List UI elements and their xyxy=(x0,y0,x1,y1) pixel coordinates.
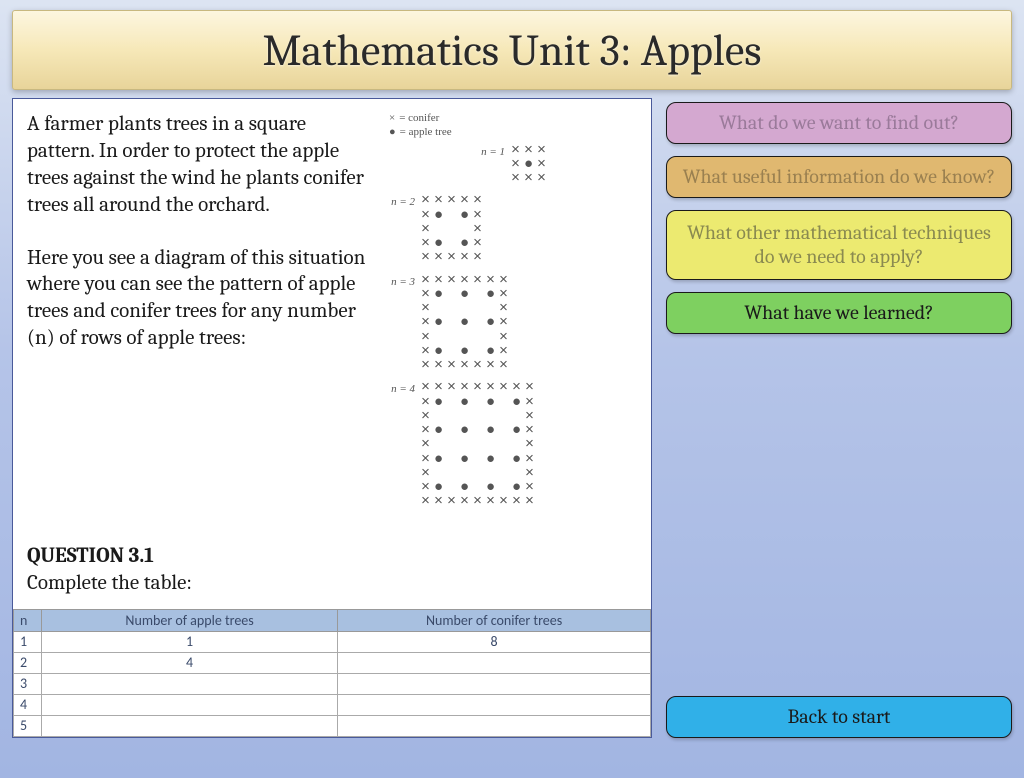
main-area: A farmer plants trees in a square patter… xyxy=(0,98,1024,738)
title-bar: Mathematics Unit 3: Apples xyxy=(12,10,1012,90)
diagram-legend: × = conifer ● = apple tree xyxy=(389,111,639,140)
table-cell: 5 xyxy=(14,716,42,737)
table-cell xyxy=(42,695,338,716)
table-row: 5 xyxy=(14,716,651,737)
table-cell: 1 xyxy=(42,632,338,653)
table-row: 4 xyxy=(14,695,651,716)
table-cell: 2 xyxy=(14,653,42,674)
pattern-n3: n = 3××××××× ×● ● ●× × × ×● ● ●× × × ×● … xyxy=(389,274,639,374)
pattern-grid: ××××××××× ×● ● ● ●× × × ×● ● ● ●× × × ×●… xyxy=(421,381,538,509)
table-row: 24 xyxy=(14,653,651,674)
question-heading: QUESTION 3.1 xyxy=(27,543,192,570)
conifer-label: = conifer xyxy=(399,111,439,125)
col-n: n xyxy=(14,609,42,632)
patterns-host: n = 1××× ×●× ××× n = 2××××× ×● ●× × × ×● … xyxy=(389,144,639,510)
apple-label: = apple tree xyxy=(400,125,452,139)
sidebar: What do we want to find out? What useful… xyxy=(666,98,1012,738)
pattern-n2: n = 2××××× ×● ●× × × ×● ●× ××××× xyxy=(389,194,639,265)
data-table-wrap: n Number of apple trees Number of conife… xyxy=(13,609,651,737)
col-apple: Number of apple trees xyxy=(42,609,338,632)
pattern-grid: ××××× ×● ●× × × ×● ●× ××××× xyxy=(421,194,486,265)
tree-diagram: × = conifer ● = apple tree n = 1××× ×●× … xyxy=(389,111,639,518)
btn-techniques[interactable]: What other mathematical techniques do we… xyxy=(666,210,1012,280)
table-cell: 3 xyxy=(14,674,42,695)
pattern-n1: n = 1××× ×●× ××× xyxy=(479,144,639,187)
table-cell xyxy=(42,674,338,695)
pattern-n4: n = 4××××××××× ×● ● ● ●× × × ×● ● ● ●× ×… xyxy=(389,381,639,509)
pattern-grid: ××× ×●× ××× xyxy=(511,144,550,187)
apple-symbol: ● xyxy=(389,125,396,139)
spacer xyxy=(666,346,1012,684)
table-cell: 1 xyxy=(14,632,42,653)
table-cell xyxy=(338,716,651,737)
table-cell xyxy=(338,674,651,695)
page-title: Mathematics Unit 3: Apples xyxy=(262,25,761,76)
table-row: 3 xyxy=(14,674,651,695)
table-cell: 4 xyxy=(42,653,338,674)
btn-useful-info[interactable]: What useful information do we know? xyxy=(666,156,1012,198)
pattern-label: n = 4 xyxy=(389,381,421,396)
paragraph-1: A farmer plants trees in a square patter… xyxy=(27,111,377,219)
table-row: 118 xyxy=(14,632,651,653)
pattern-label: n = 1 xyxy=(479,144,511,159)
table-cell xyxy=(338,695,651,716)
content-box: A farmer plants trees in a square patter… xyxy=(12,98,652,738)
conifer-symbol: × xyxy=(389,111,395,125)
pattern-label: n = 2 xyxy=(389,194,421,209)
question-block: QUESTION 3.1 Complete the table: xyxy=(27,483,192,597)
table-cell: 8 xyxy=(338,632,651,653)
data-table: n Number of apple trees Number of conife… xyxy=(13,609,651,737)
btn-find-out[interactable]: What do we want to find out? xyxy=(666,102,1012,144)
content-text: A farmer plants trees in a square patter… xyxy=(27,111,377,352)
pattern-label: n = 3 xyxy=(389,274,421,289)
btn-back-start[interactable]: Back to start xyxy=(666,696,1012,738)
paragraph-2: Here you see a diagram of this situation… xyxy=(27,245,377,353)
table-cell: 4 xyxy=(14,695,42,716)
table-cell xyxy=(338,653,651,674)
table-cell xyxy=(42,716,338,737)
col-conifer: Number of conifer trees xyxy=(338,609,651,632)
btn-learned[interactable]: What have we learned? xyxy=(666,292,1012,334)
pattern-grid: ××××××× ×● ● ●× × × ×● ● ●× × × ×● ● ●× … xyxy=(421,274,512,374)
question-text: Complete the table: xyxy=(27,570,192,597)
